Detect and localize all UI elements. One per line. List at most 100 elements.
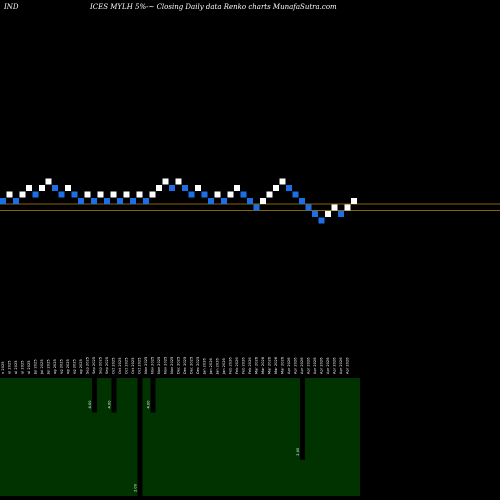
date-tick-label-14: Sep 2025 <box>92 357 96 374</box>
renko-brick-40 <box>260 198 266 204</box>
date-tick-label-35: Feb 2026 <box>229 357 233 374</box>
renko-brick-3 <box>19 191 26 198</box>
renko-brick-30 <box>195 185 201 191</box>
renko-brick-48 <box>312 211 318 217</box>
volume-bar-label-4: 2.00 <box>296 447 300 456</box>
date-tick-label-16: Sep 2025 <box>105 357 109 374</box>
date-tick-labels: n 2025 ul 2025 ul 2025 ul 2025 ul 2025 Jul 20… <box>1 356 350 375</box>
renko-brick-12 <box>78 198 84 204</box>
renko-brick-10 <box>65 185 71 191</box>
date-tick-label-34: Jan 2026 <box>222 357 226 375</box>
chart-title: ICES MYLH 5%-~ Closing Daily data Renko … <box>90 3 337 11</box>
date-tick-label-47: Apr 2026 <box>307 357 311 374</box>
date-tick-label-45: Apr 2026 <box>294 357 298 374</box>
renko-brick-29 <box>188 191 195 198</box>
volume-bar-2 <box>137 378 143 496</box>
renko-brick-19 <box>123 191 130 198</box>
date-tick-label-42: Mar 2026 <box>274 356 278 374</box>
renko-brick-8 <box>52 185 58 191</box>
renko-brick-32 <box>208 198 214 204</box>
renko-brick-36 <box>234 185 240 191</box>
date-tick-label-40: Mar 2026 <box>261 356 265 374</box>
date-tick-label-25: Nov 2025 <box>164 357 168 374</box>
date-tick-label-2: ul 2025 <box>14 360 18 374</box>
date-tick-label-7: Jul 2025 <box>47 359 51 375</box>
date-tick-label-37: Feb 2026 <box>242 357 246 374</box>
date-tick-label-22: Nov 2025 <box>144 357 148 374</box>
renko-brick-1 <box>6 191 13 198</box>
date-tick-label-33: Jan 2026 <box>216 357 220 375</box>
volume-panel <box>0 378 360 496</box>
renko-brick-37 <box>240 191 247 198</box>
renko-brick-9 <box>58 191 65 198</box>
renko-brick-26 <box>169 185 175 191</box>
date-tick-label-0: n 2025 <box>1 361 5 374</box>
date-tick-label-12: ug 2025 <box>79 359 83 374</box>
date-tick-label-23: Nov 2025 <box>151 357 155 374</box>
renko-brick-31 <box>201 191 208 198</box>
renko-brick-17 <box>110 191 117 198</box>
renko-brick-14 <box>91 198 97 204</box>
renko-brick-35 <box>227 191 234 198</box>
date-tick-label-10: ug 2025 <box>66 359 70 374</box>
renko-brick-28 <box>182 185 188 191</box>
renko-brick-25 <box>162 178 169 185</box>
renko-brick-51 <box>331 204 338 211</box>
date-tick-label-20: Oct 2025 <box>131 357 135 374</box>
date-tick-label-8: ug 2025 <box>53 359 57 374</box>
date-tick-label-46: Apr 2026 <box>300 357 304 374</box>
date-tick-label-17: Oct 2025 <box>112 357 116 374</box>
renko-brick-16 <box>104 198 110 204</box>
renko-brick-4 <box>26 185 32 191</box>
date-tick-label-38: Feb 2026 <box>248 357 252 374</box>
date-tick-label-11: ug 2025 <box>73 359 77 374</box>
date-tick-label-27: Dec 2025 <box>177 357 181 374</box>
renko-brick-0 <box>0 198 6 204</box>
date-tick-label-15: Sep 2025 <box>99 357 103 374</box>
date-tick-label-4: ul 2025 <box>27 360 31 374</box>
renko-brick-49 <box>318 217 325 224</box>
date-tick-label-19: Oct 2025 <box>125 357 129 374</box>
renko-brick-7 <box>45 178 52 185</box>
renko-brick-21 <box>136 191 143 198</box>
renko-brick-46 <box>299 198 305 204</box>
renko-brick-34 <box>221 198 227 204</box>
date-tick-label-6: Jul 2025 <box>40 359 44 375</box>
date-tick-label-5: Jul 2025 <box>34 359 38 375</box>
renko-brick-27 <box>175 178 182 185</box>
renko-brick-54 <box>351 198 357 204</box>
date-tick-label-26: Nov 2025 <box>170 357 174 374</box>
renko-brick-23 <box>149 191 156 198</box>
date-tick-label-24: Nov 2025 <box>157 357 161 374</box>
date-tick-label-48: Apr 2026 <box>313 357 317 374</box>
renko-brick-20 <box>130 198 136 204</box>
date-tick-label-18: Oct 2025 <box>118 357 122 374</box>
renko-brick-43 <box>279 178 286 185</box>
date-tick-label-41: Mar 2026 <box>268 356 272 374</box>
date-tick-label-39: Mar 2026 <box>255 356 259 374</box>
symbol-prefix: IND <box>4 3 19 11</box>
volume-bar-4 <box>300 378 305 460</box>
date-tick-label-21: Oct 2025 <box>138 357 142 374</box>
date-tick-label-1: ul 2025 <box>8 360 12 374</box>
renko-brick-11 <box>71 191 78 198</box>
date-tick-label-9: ug 2025 <box>60 359 64 374</box>
date-tick-label-44: Apr 2026 <box>287 357 291 374</box>
volume-bar-label-3: 4.00 <box>147 400 151 409</box>
renko-brick-52 <box>338 211 344 217</box>
volume-bar-1 <box>111 378 117 413</box>
date-tick-label-30: Dec 2025 <box>196 357 200 374</box>
date-tick-label-52: Apr 2026 <box>339 357 343 374</box>
volume-bars: 4.00 4.00 2.00 4.00 2.00 <box>88 378 305 496</box>
date-tick-label-28: Dec 2025 <box>183 357 187 374</box>
renko-brick-6 <box>39 185 45 191</box>
renko-brick-33 <box>214 191 221 198</box>
renko-brick-38 <box>247 198 253 204</box>
volume-bar-3 <box>150 378 156 413</box>
date-tick-label-3: ul 2025 <box>21 360 25 374</box>
renko-brick-22 <box>143 198 149 204</box>
renko-brick-2 <box>13 198 19 204</box>
renko-brick-45 <box>292 191 299 198</box>
